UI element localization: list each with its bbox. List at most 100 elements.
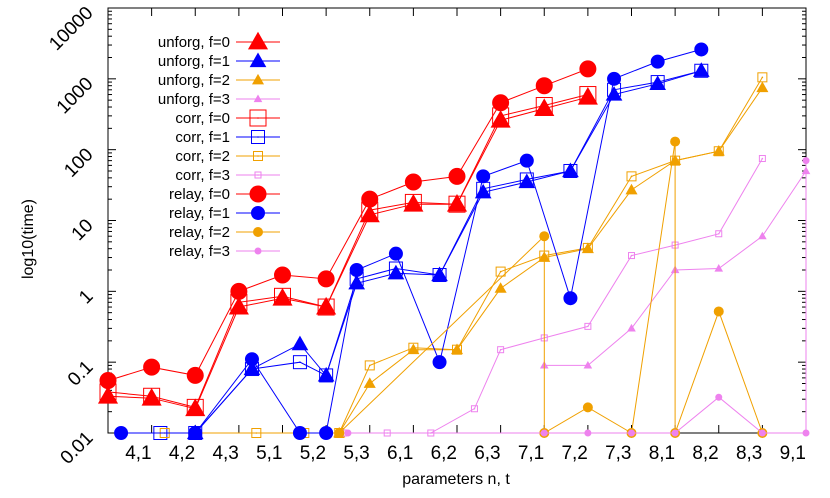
data-point	[251, 206, 265, 220]
data-point	[519, 172, 534, 187]
square-dot	[368, 209, 371, 211]
legend-label: unforg, f=3	[158, 91, 230, 108]
data-point	[446, 193, 468, 212]
data-point	[319, 426, 334, 440]
legend-item: unforg, f=1	[158, 52, 280, 70]
data-point	[363, 377, 376, 388]
square-dot	[238, 301, 240, 304]
square-dot	[325, 306, 327, 308]
data-point	[692, 62, 710, 77]
series-8	[99, 60, 597, 390]
series-line	[121, 48, 702, 434]
legend-item: unforg, f=0	[158, 31, 280, 51]
square-dot	[194, 406, 197, 409]
legend-item: corr, f=3	[175, 167, 280, 184]
legend-label: relay, f=1	[169, 205, 230, 222]
data-point	[582, 242, 593, 253]
data-point	[388, 246, 403, 261]
data-point	[758, 231, 767, 240]
data-point	[758, 155, 766, 163]
data-point	[349, 263, 364, 278]
y-tick-label: 1000	[53, 74, 98, 119]
data-point	[539, 231, 550, 242]
data-point	[97, 386, 119, 404]
data-point	[317, 270, 335, 288]
series-line	[107, 96, 589, 410]
square-dot	[630, 254, 633, 257]
data-point	[452, 344, 462, 355]
data-point	[628, 429, 635, 437]
data-point	[291, 335, 309, 351]
data-point	[143, 387, 161, 405]
data-point	[671, 429, 679, 437]
data-point	[114, 426, 129, 440]
square-dot	[255, 432, 258, 434]
square-dot	[395, 267, 397, 270]
series-line	[107, 94, 589, 408]
data-point	[563, 291, 578, 306]
square-dot	[412, 201, 415, 204]
square-dot	[368, 364, 371, 367]
square-dot	[107, 391, 109, 393]
data-point	[579, 86, 597, 104]
series-11	[344, 157, 810, 437]
data-point	[432, 355, 447, 370]
x-tick-label: 6,2	[431, 443, 457, 464]
square-dot	[438, 274, 441, 276]
series-line	[338, 141, 763, 434]
x-tick-label: 5,1	[256, 443, 282, 464]
x-tick-label: 8,3	[736, 443, 762, 464]
legend-label: corr, f=1	[175, 129, 230, 146]
y-axis-label: log10(time)	[20, 199, 37, 279]
square-dot	[251, 368, 253, 370]
data-point	[387, 264, 405, 280]
square-dot	[656, 81, 659, 83]
data-point	[470, 405, 478, 413]
data-point	[492, 94, 510, 112]
data-point	[251, 130, 265, 144]
data-point	[254, 247, 262, 255]
square-dot	[456, 203, 458, 205]
data-point	[582, 402, 593, 413]
legend-label: corr, f=3	[175, 167, 230, 184]
x-tick-label: 7,2	[561, 443, 587, 464]
data-point	[317, 298, 335, 316]
y-tick-label: 1	[75, 286, 97, 308]
data-point	[628, 252, 635, 260]
square-dot	[587, 247, 589, 249]
legend-item: unforg, f=3	[158, 91, 280, 108]
data-point	[715, 230, 723, 238]
data-point	[756, 81, 769, 93]
data-point	[186, 366, 204, 384]
x-tick-label: 4,2	[169, 443, 195, 464]
x-tick-label: 7,1	[518, 443, 544, 464]
series-layer	[97, 42, 811, 440]
x-tick-label: 9,1	[780, 443, 806, 464]
square-dot	[482, 188, 484, 190]
data-point	[518, 173, 536, 189]
x-tick-label: 4,3	[212, 443, 238, 464]
square-dot	[761, 76, 764, 79]
data-point	[584, 429, 592, 437]
data-point	[540, 429, 548, 437]
data-point	[188, 426, 203, 440]
data-point	[535, 77, 553, 95]
data-point	[334, 428, 345, 438]
legend-item: relay, f=0	[169, 185, 280, 203]
square-dot	[613, 89, 615, 91]
legend-item: corr, f=2	[175, 148, 280, 165]
data-point	[404, 173, 422, 191]
legend-label: unforg, f=2	[158, 72, 230, 89]
square-dot	[412, 346, 415, 349]
data-point	[253, 227, 263, 237]
data-point	[802, 157, 810, 165]
x-tick-label: 4,1	[125, 443, 151, 464]
square-dot	[569, 170, 572, 172]
data-point	[388, 261, 403, 276]
square-dot	[717, 232, 720, 235]
data-point	[715, 393, 723, 401]
data-point	[583, 360, 593, 369]
x-tick-label: 6,3	[474, 443, 500, 464]
data-point	[694, 42, 709, 57]
data-point	[249, 185, 267, 203]
